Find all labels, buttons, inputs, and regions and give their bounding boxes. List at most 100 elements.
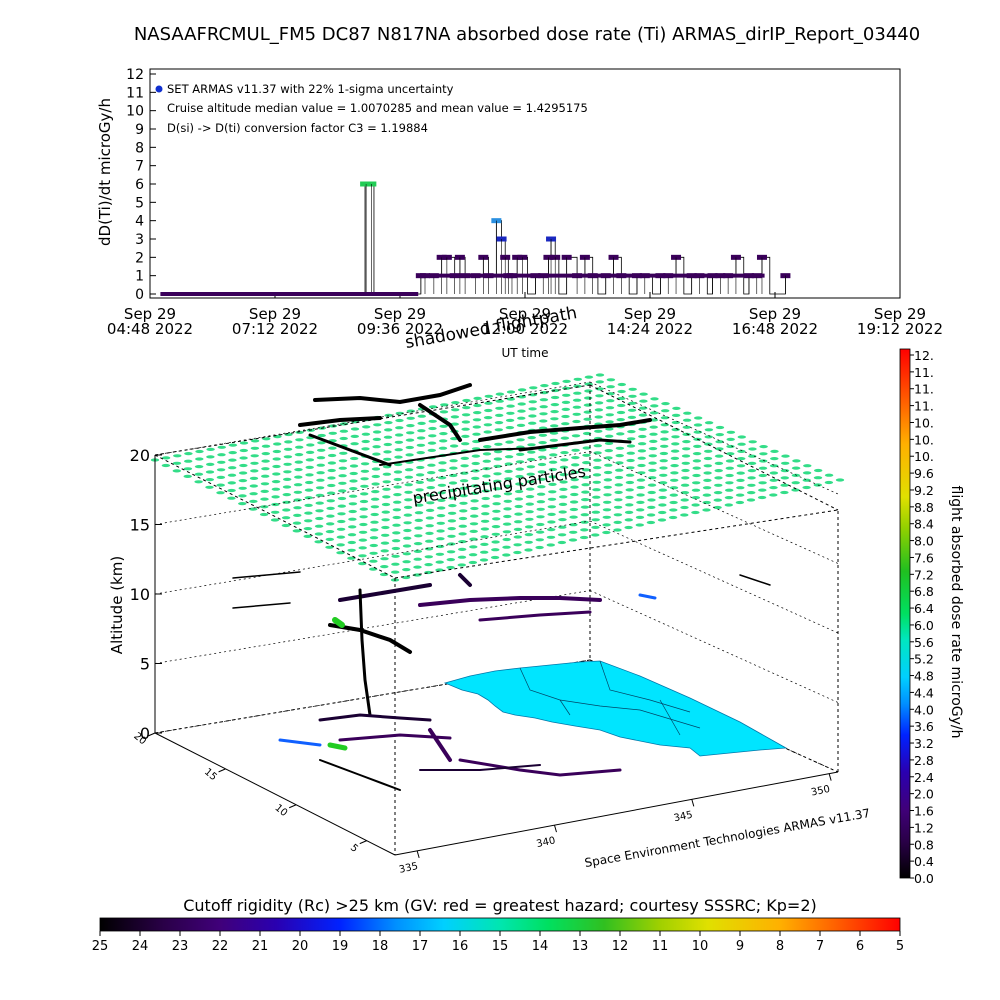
particle-dash (448, 504, 457, 508)
particle-dash (315, 493, 325, 497)
particle-dash (461, 420, 471, 424)
particle-dash (625, 488, 634, 492)
particle-dash (658, 488, 668, 492)
particle-dash (503, 514, 512, 519)
particle-dash (261, 444, 271, 448)
particle-dash (591, 518, 600, 522)
particle-dash (436, 521, 445, 525)
particle-dash (669, 500, 678, 505)
particle-dash (306, 443, 315, 447)
particle-dash (425, 531, 434, 536)
particle-dash (649, 411, 659, 415)
particle-dash (471, 461, 480, 466)
particle-dash (737, 457, 746, 461)
particle-dash (614, 475, 624, 480)
rigidity-tick-label: 7 (816, 939, 824, 954)
x-tick-day: Sep 29 (374, 305, 426, 323)
particle-dash (591, 533, 600, 537)
particle-dash (428, 405, 438, 409)
particle-dash (184, 459, 193, 463)
particle-dash (336, 527, 346, 531)
particle-dash (304, 503, 313, 507)
particle-dash (480, 542, 489, 547)
particle-dash (658, 503, 667, 507)
particle-dash (495, 392, 505, 396)
particle-dash (584, 389, 593, 393)
particle-dash (435, 560, 444, 564)
particle-dash (228, 458, 237, 462)
particle-dash (172, 469, 181, 473)
particle-dash (317, 441, 326, 445)
particle-dash (326, 506, 335, 510)
particle-dash (747, 483, 756, 487)
particle-dash (457, 555, 467, 559)
particle-dash (693, 444, 702, 448)
longitude-ticks: 335 340 345 350 (398, 773, 832, 876)
particle-dash (503, 507, 512, 511)
longitude-tick-label: 345 (673, 810, 694, 825)
particle-dash (595, 373, 605, 377)
particle-dash (628, 394, 637, 398)
particle-dash (538, 433, 548, 437)
particle-dash (573, 391, 582, 395)
altitude-tick-label: 10 (130, 585, 150, 604)
particle-dash (528, 421, 537, 425)
particle-dash (636, 493, 645, 497)
particle-dash (591, 503, 601, 507)
particle-dash (703, 464, 712, 468)
particle-dash (568, 538, 578, 542)
dose-tick-label: 9.6 (914, 466, 934, 481)
legend-dot-icon (155, 85, 163, 93)
particle-dash (373, 423, 382, 427)
particle-dash (327, 453, 337, 458)
particle-dash (437, 506, 446, 510)
latitude-tick-mark (218, 768, 226, 773)
particle-dash (462, 406, 471, 410)
particle-dash (270, 518, 280, 522)
dose-tick-label: 12. (914, 348, 934, 363)
particle-dash (549, 431, 559, 435)
time-series-x-label: UT time (501, 346, 548, 360)
particle-dash (249, 476, 259, 480)
particle-dash (650, 397, 659, 401)
particle-dash (458, 516, 468, 521)
particle-dash (514, 504, 523, 509)
particle-dash (627, 415, 637, 419)
particle-dash (602, 508, 612, 512)
particle-dash (692, 459, 702, 463)
particle-dash (305, 458, 315, 462)
particle-dash (303, 527, 313, 531)
particle-dash (802, 471, 812, 475)
dose-tick-label: 4.0 (914, 702, 934, 717)
particle-dash (458, 547, 467, 552)
particle-dash (317, 433, 326, 438)
particle-dash (382, 480, 391, 484)
particle-dash (424, 563, 433, 567)
particle-dash (415, 503, 424, 507)
particle-dash (681, 476, 690, 480)
dose-tick-label: 7.6 (914, 550, 934, 565)
particle-dash (528, 414, 537, 418)
particle-dash (271, 495, 280, 499)
particle-dash (391, 546, 401, 551)
particle-dash (283, 455, 293, 459)
particle-dash (249, 484, 258, 488)
particle-dash (348, 525, 357, 529)
particle-dash (490, 555, 500, 560)
series-point (454, 254, 465, 260)
particle-dash (704, 435, 713, 439)
particle-dash (725, 466, 734, 470)
dose-tick-label: 1.6 (914, 804, 934, 819)
particle-dash (546, 543, 555, 547)
particle-dash (249, 499, 258, 503)
rigidity-colorbar: Cutoff rigidity (Rc) >25 km (GV: red = g… (92, 896, 904, 954)
particle-dash (336, 535, 346, 539)
particle-dash (250, 454, 259, 458)
particle-dash (360, 477, 369, 481)
particle-dash (557, 540, 567, 545)
altitude-ticks: 0 5 10 15 20 (130, 446, 162, 743)
particle-dash (680, 505, 689, 510)
particle-dash (437, 476, 447, 480)
particle-dash (648, 476, 657, 480)
particle-dash (472, 418, 482, 422)
